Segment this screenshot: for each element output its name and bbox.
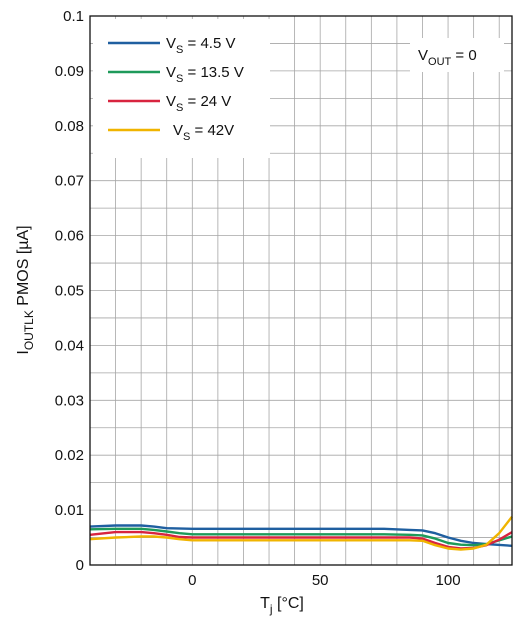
legend-label-2: VS = 13.5 V — [166, 64, 244, 85]
annotation-vout: VOUT = 0 — [418, 47, 477, 68]
x-label-main: T — [260, 595, 270, 612]
y-tick-label: 0.06 — [55, 228, 84, 245]
annotation-sub: OUT — [428, 56, 452, 68]
legend: VS = 4.5 V VS = 13.5 V VS = 24 V VS = 42V — [93, 19, 270, 158]
y-tick-label: 0.01 — [55, 502, 84, 519]
y-label-main: I — [15, 350, 32, 354]
y-tick-label: 0.08 — [55, 118, 84, 135]
legend-label-4: VS = 42V — [173, 122, 234, 143]
y-tick-label: 0.07 — [55, 173, 84, 190]
y-tick-label: 0.03 — [55, 392, 84, 409]
series-line-4 — [89, 515, 513, 551]
legend-label-3: VS = 24 V — [166, 93, 231, 114]
x-label-rest: [°C] — [273, 595, 304, 612]
y-tick-label: 0.09 — [55, 63, 84, 80]
legend-label-1: VS = 4.5 V — [166, 35, 235, 56]
y-label-rest: PMOS [µA] — [15, 225, 32, 310]
x-tick-label: 50 — [312, 572, 329, 589]
y-tick-label: 0.02 — [55, 447, 84, 464]
annotation-rest: = 0 — [451, 47, 476, 64]
series-line-2 — [89, 527, 513, 547]
y-label-sub: OUTLK — [22, 310, 36, 350]
series-layer — [89, 515, 513, 551]
y-tick-label: 0.04 — [55, 337, 84, 354]
y-axis-label: IOUTLK PMOS [µA] — [15, 225, 36, 354]
x-tick-label: 0 — [188, 572, 196, 589]
y-tick-label: 0 — [76, 557, 84, 574]
ticks: 0 0.01 0.02 0.03 0.04 0.05 0.06 0.07 0.08 0.09 0.1… — [55, 8, 461, 589]
series-line-1 — [89, 524, 513, 547]
annotation-box — [410, 38, 504, 72]
x-label-sub: j — [269, 602, 273, 616]
y-tick-label: 0.05 — [55, 283, 84, 300]
plot-frame — [89, 15, 513, 566]
y-tick-label: 0.1 — [63, 8, 84, 25]
x-tick-label: 100 — [436, 572, 461, 589]
x-axis-label: Tj [°C] — [260, 595, 304, 616]
annotation-main: V — [418, 47, 428, 64]
